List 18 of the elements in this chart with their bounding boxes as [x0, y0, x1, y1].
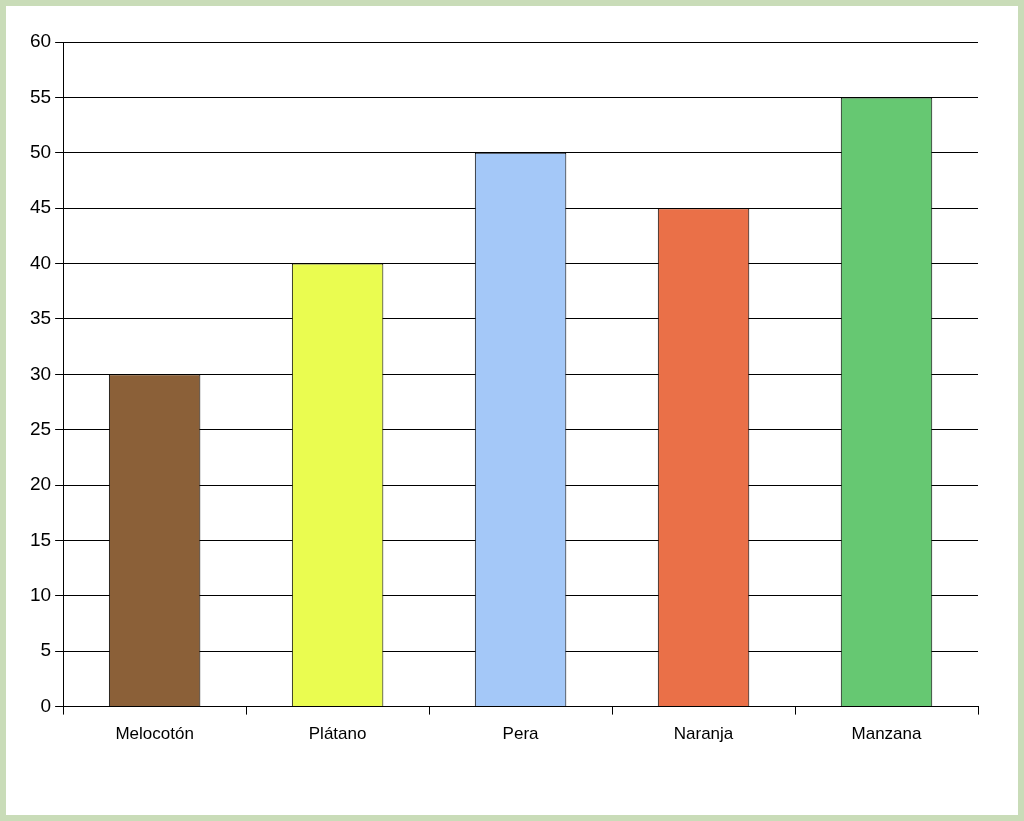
- y-tick-label: 0: [40, 694, 52, 716]
- x-tick-label: Naranja: [673, 724, 734, 744]
- x-tick-label: Melocotón: [115, 724, 194, 744]
- y-tick-label: 5: [40, 639, 52, 661]
- y-tick-label: 55: [29, 85, 52, 107]
- x-tick-label: Plátano: [308, 724, 367, 744]
- y-tick-label: 10: [29, 584, 52, 606]
- y-tick-label: 40: [29, 251, 52, 273]
- y-tick-label: 50: [29, 141, 52, 162]
- y-tick-label: 60: [29, 30, 52, 52]
- y-tick-label: 15: [29, 528, 52, 550]
- y-tick-label: 35: [29, 307, 52, 329]
- y-tick-label: 20: [29, 473, 52, 495]
- y-tick-label: 45: [29, 196, 52, 218]
- x-tick-label: Manzana: [851, 724, 923, 744]
- y-tick-label: 25: [29, 417, 52, 439]
- y-tick-label: 30: [29, 362, 52, 384]
- x-tick-label: Pera: [502, 724, 540, 744]
